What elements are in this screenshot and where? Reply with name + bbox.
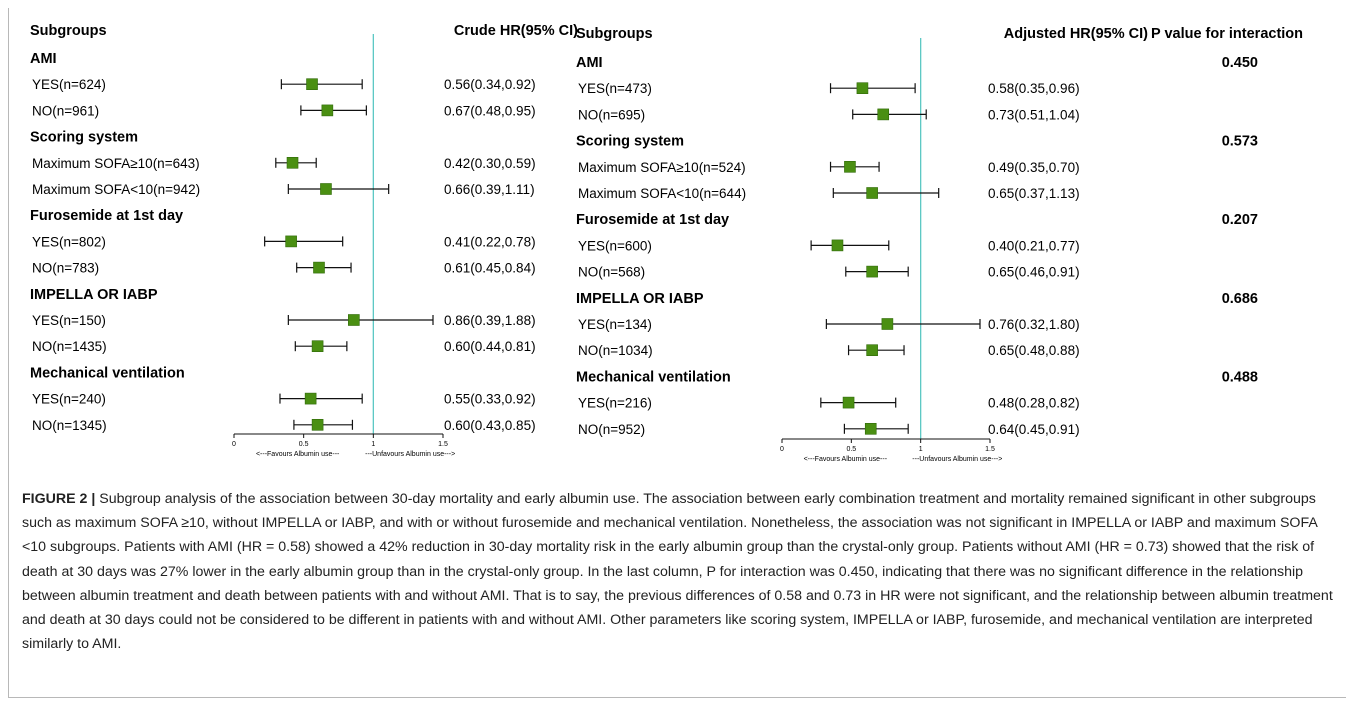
subgroup-row-label: NO(n=695) xyxy=(578,107,645,122)
hr-estimate-text: 0.65(0.48,0.88) xyxy=(988,343,1080,358)
column-header-estimate: Crude HR(95% CI) xyxy=(454,23,578,39)
x-tick-label: 1 xyxy=(371,441,375,448)
subgroup-header: Mechanical ventilation xyxy=(30,365,185,381)
subgroup-row-label: YES(n=600) xyxy=(578,238,652,253)
favours-left-label: <---Favours Albumin use--- xyxy=(804,456,888,463)
subgroup-header: IMPELLA OR IABP xyxy=(576,291,704,307)
hr-estimate-text: 0.58(0.35,0.96) xyxy=(988,81,1080,96)
x-tick-label: 1.5 xyxy=(438,441,448,448)
x-tick-label: 0 xyxy=(232,441,236,448)
hr-estimate-text: 0.49(0.35,0.70) xyxy=(988,160,1080,175)
hr-marker xyxy=(856,82,869,94)
subgroup-header: Mechanical ventilation xyxy=(576,369,731,385)
hr-estimate-text: 0.66(0.39,1.11) xyxy=(444,182,535,197)
subgroup-header: Scoring system xyxy=(576,134,684,150)
subgroup-header: IMPELLA OR IABP xyxy=(30,287,158,303)
p-interaction-value: 0.686 xyxy=(1222,291,1258,307)
caption-text: Subgroup analysis of the association bet… xyxy=(22,491,1333,653)
hr-estimate-text: 0.65(0.37,1.13) xyxy=(988,186,1080,201)
p-interaction-value: 0.573 xyxy=(1222,134,1258,150)
subgroup-header: Furosemide at 1st day xyxy=(30,208,183,224)
column-header-interaction: P value for interaction xyxy=(1151,26,1303,42)
hr-estimate-text: 0.60(0.44,0.81) xyxy=(444,339,536,354)
hr-estimate-text: 0.86(0.39,1.88) xyxy=(444,313,536,328)
p-interaction-value: 0.488 xyxy=(1222,369,1258,385)
hr-marker xyxy=(877,108,890,121)
hr-marker xyxy=(306,78,318,90)
hr-estimate-text: 0.48(0.28,0.82) xyxy=(988,396,1080,411)
subgroup-row-label: Maximum SOFA<10(n=942) xyxy=(32,182,200,197)
x-tick-label: 1.5 xyxy=(985,446,995,453)
subgroup-header: Scoring system xyxy=(30,130,138,146)
x-tick-label: 1 xyxy=(919,446,923,453)
column-header-subgroups: Subgroups xyxy=(30,23,107,39)
subgroup-row-label: YES(n=240) xyxy=(32,392,106,407)
hr-marker xyxy=(286,157,299,169)
subgroup-header: AMI xyxy=(576,55,603,71)
p-interaction-value: 0.207 xyxy=(1222,212,1258,228)
subgroup-row-label: Maximum SOFA≥10(n=643) xyxy=(32,156,200,171)
subgroup-row-label: YES(n=134) xyxy=(578,317,652,332)
hr-estimate-text: 0.41(0.22,0.78) xyxy=(444,234,536,249)
figure-caption: FIGURE 2 | Subgroup analysis of the asso… xyxy=(22,487,1340,656)
favours-right-label: ---Unfavours Albumin use---> xyxy=(365,451,455,458)
hr-marker xyxy=(320,183,332,195)
hr-estimate-text: 0.42(0.30,0.59) xyxy=(444,156,536,171)
x-tick-label: 0.5 xyxy=(299,441,309,448)
subgroup-header: Furosemide at 1st day xyxy=(576,212,729,228)
subgroup-row-label: Maximum SOFA<10(n=644) xyxy=(578,186,746,201)
hr-estimate-text: 0.55(0.33,0.92) xyxy=(444,392,536,407)
figure-label: FIGURE 2 | xyxy=(22,491,96,507)
subgroup-row-label: YES(n=150) xyxy=(32,313,106,328)
hr-marker xyxy=(864,422,877,435)
hr-marker xyxy=(866,344,878,357)
hr-estimate-text: 0.60(0.43,0.85) xyxy=(444,418,536,433)
x-tick-label: 0.5 xyxy=(846,446,856,453)
hr-marker xyxy=(311,418,324,431)
hr-marker xyxy=(285,235,297,248)
subgroup-header: AMI xyxy=(30,51,57,67)
subgroup-row-label: YES(n=216) xyxy=(578,396,652,411)
subgroup-row-label: NO(n=568) xyxy=(578,265,645,280)
hr-marker xyxy=(321,104,334,117)
hr-marker xyxy=(842,396,855,409)
subgroup-row-label: YES(n=473) xyxy=(578,81,652,96)
hr-marker xyxy=(844,161,856,173)
column-header-estimate: Adjusted HR(95% CI) xyxy=(1004,26,1148,42)
column-header-subgroups: Subgroups xyxy=(576,26,653,42)
hr-marker xyxy=(881,318,894,330)
hr-marker xyxy=(304,392,317,405)
hr-marker xyxy=(313,261,325,274)
hr-marker xyxy=(311,340,324,353)
subgroup-row-label: NO(n=1034) xyxy=(578,343,653,358)
subgroup-row-label: NO(n=1345) xyxy=(32,418,107,433)
subgroup-row-label: YES(n=624) xyxy=(32,77,106,92)
hr-estimate-text: 0.73(0.51,1.04) xyxy=(988,107,1080,122)
subgroup-row-label: YES(n=802) xyxy=(32,234,106,249)
hr-estimate-text: 0.56(0.34,0.92) xyxy=(444,77,536,92)
p-interaction-value: 0.450 xyxy=(1222,55,1258,71)
subgroup-row-label: NO(n=1435) xyxy=(32,339,107,354)
hr-estimate-text: 0.65(0.46,0.91) xyxy=(988,265,1080,280)
hr-marker xyxy=(831,239,844,252)
hr-marker xyxy=(348,314,360,326)
subgroup-row-label: NO(n=783) xyxy=(32,261,99,276)
favours-left-label: <---Favours Albumin use--- xyxy=(256,451,340,458)
hr-estimate-text: 0.61(0.45,0.84) xyxy=(444,261,536,276)
hr-estimate-text: 0.64(0.45,0.91) xyxy=(988,422,1080,437)
hr-marker xyxy=(866,187,878,199)
hr-marker xyxy=(866,265,878,278)
x-tick-label: 0 xyxy=(780,446,784,453)
figure-frame xyxy=(8,8,1346,698)
subgroup-row-label: Maximum SOFA≥10(n=524) xyxy=(578,160,746,175)
hr-estimate-text: 0.67(0.48,0.95) xyxy=(444,103,536,118)
subgroup-row-label: NO(n=952) xyxy=(578,422,645,437)
favours-right-label: ---Unfavours Albumin use---> xyxy=(912,456,1002,463)
hr-estimate-text: 0.40(0.21,0.77) xyxy=(988,238,1080,253)
hr-estimate-text: 0.76(0.32,1.80) xyxy=(988,317,1080,332)
subgroup-row-label: NO(n=961) xyxy=(32,103,99,118)
